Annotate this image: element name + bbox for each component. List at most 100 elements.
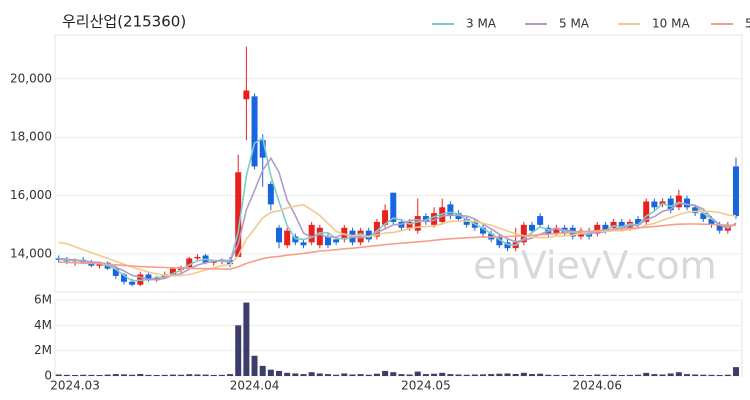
volume-bar [349,374,356,376]
watermark: enVievV.com [473,244,716,288]
volume-bar [528,374,535,376]
candle-body [447,204,454,217]
volume-bar [55,374,62,376]
volume-bar [145,374,152,376]
volume-bar [602,374,609,376]
volume-bar [667,373,674,376]
volume-bar [227,374,234,376]
candle-body [520,224,527,243]
chart-title: 우리산업(215360) [62,13,186,31]
volume-bar [447,374,454,376]
volume-bar [267,369,274,376]
volume-bar [455,374,462,376]
volume-bar [104,374,111,376]
candle-body [357,230,364,243]
volume-bar [398,374,405,376]
volume-bar [626,374,633,376]
candle-body [194,256,201,259]
x-tick-label: 2024.06 [572,379,622,393]
volume-bar [129,374,136,376]
legend-label: 5 MA [559,17,590,31]
y-tick-label: 16,000 [10,188,52,202]
y-tick-label: 6M [34,293,52,307]
volume-bar [463,374,470,376]
candle-body [333,239,340,243]
candle-body [112,268,119,276]
volume-bar [496,373,503,376]
volume-bar [512,373,519,376]
volume-bar [308,372,315,376]
volume-bar [406,374,413,376]
volume-bar [651,374,658,376]
volume-bar [186,374,193,376]
volume-bar [520,372,527,376]
y-tick-label: 4M [34,318,52,332]
volume-bar [708,374,715,376]
x-tick-label: 2024.04 [230,379,280,393]
candle-body [480,227,487,234]
candle-body [267,183,274,205]
candle-body [88,262,95,266]
volume-bar [153,374,160,376]
ma-line [58,136,737,282]
candle-body [324,236,331,246]
volume-bar [431,373,438,376]
volume-bar [700,374,707,376]
candle-body [594,224,601,234]
volume-bar [120,374,127,376]
candle-body [667,198,674,211]
volume-bar [112,374,119,376]
volume-bar [635,374,642,376]
volume-bar [732,367,739,376]
volume-bar [178,374,185,376]
volume-bar [414,371,421,376]
legend-label: 3 MA [466,17,497,31]
candle-body [365,230,372,240]
candle-body [292,236,299,243]
volume-bar [675,372,682,376]
volume-bar [610,374,617,376]
volume-bar [210,374,217,376]
volume-bar [471,374,478,376]
candle-body [643,201,650,222]
volume-bar [586,374,593,376]
candle-body [251,96,258,167]
volume-bar [684,374,691,376]
volume-bar [553,374,560,376]
ma-line [58,223,737,271]
volume-bar [300,374,307,376]
candle-body [373,221,380,237]
volume-bar [80,374,87,376]
y-tick-label: 2M [34,343,52,357]
volume-bar [292,373,299,376]
candle-body [618,221,625,228]
candle-body [243,90,250,100]
candle-body [235,172,242,257]
legend-label: 10 MA [652,17,690,31]
volume-bar [504,373,511,376]
y-tick-label: 14,000 [10,247,52,261]
volume-bar [194,374,201,376]
volume-bar [390,372,397,376]
volume-bar [577,374,584,376]
volume-bar [545,374,552,376]
volume-bar [724,374,731,376]
volume-bar [284,372,291,376]
volume-bar [96,374,103,376]
volume-bar [692,374,699,376]
volume-bar [259,365,266,376]
volume-bar [365,374,372,376]
candle-body [708,218,715,225]
volume-bar [488,374,495,376]
volume-bar [333,374,340,376]
volume-bar [243,302,250,376]
volume-bar [341,373,348,376]
candle-body [528,224,535,231]
candle-body [145,274,152,281]
candle-body [169,268,176,275]
candle-body [308,224,315,243]
volume-bar [716,374,723,376]
ma-line [58,203,737,277]
